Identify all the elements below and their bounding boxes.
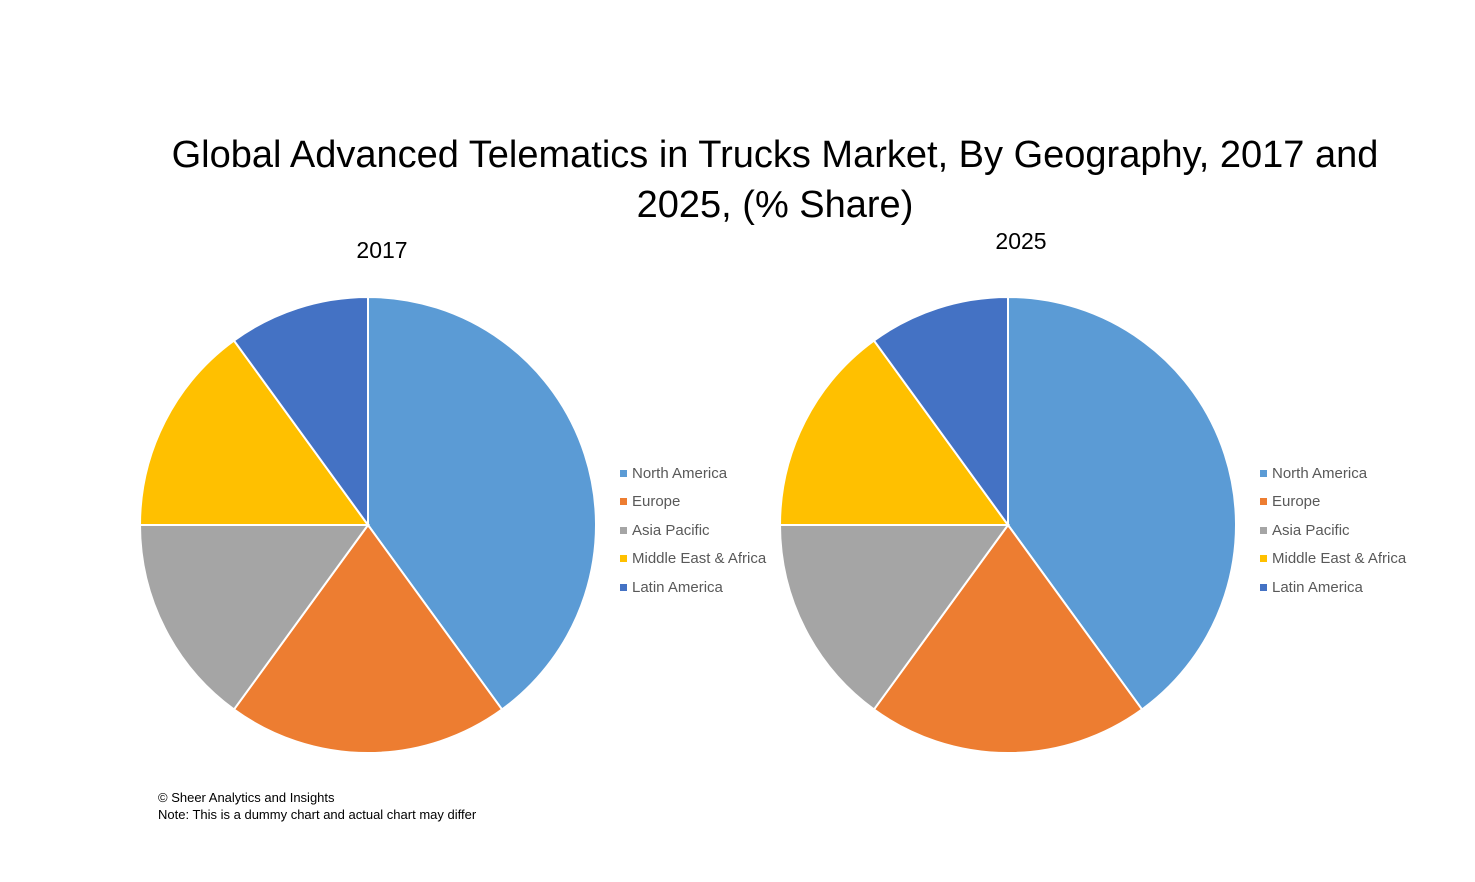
legend-item-europe: Europe <box>620 488 766 517</box>
pie-title-2017: 2017 <box>356 237 408 263</box>
pie-slice-north-america <box>1007 295 1237 711</box>
legend-swatch <box>1260 555 1267 563</box>
legend-label: Europe <box>632 493 681 511</box>
legend-label: North America <box>1272 464 1368 482</box>
legend-swatch <box>1260 526 1267 534</box>
legend-swatch <box>620 498 627 506</box>
legend-item-europe: Europe <box>1260 488 1406 517</box>
legend-label: Middle East & Africa <box>1272 550 1407 568</box>
pie-slice-asia-pacific <box>138 524 370 711</box>
footer: © Sheer Analytics and Insights Note: Thi… <box>158 789 476 823</box>
legend-label: Asia Pacific <box>1272 521 1350 539</box>
legend-swatch <box>620 583 627 591</box>
legend-label: Latin America <box>1272 578 1363 596</box>
pie-title-2025: 2025 <box>995 228 1047 254</box>
pie-slice-north-america <box>367 295 597 711</box>
legend-2017: North America Europe Asia Pacific Middle Ea… <box>620 459 766 602</box>
pie-slice-europe <box>872 523 1144 754</box>
legend-swatch <box>620 555 627 563</box>
legend-item-north-america: North America <box>1260 459 1406 488</box>
legend-label: Middle East & Africa <box>632 550 767 568</box>
legend-swatch <box>620 469 627 477</box>
legend-item-latin-america: Latin America <box>1260 573 1406 602</box>
legend-2025: North America Europe Asia Pacific Middle Ea… <box>1260 459 1406 602</box>
legend-swatch <box>1260 583 1267 591</box>
copyright-text: © Sheer Analytics and Insights <box>158 790 335 805</box>
legend-swatch <box>1260 498 1267 506</box>
legend-label: North America <box>632 464 728 482</box>
legend-item-north-america: North America <box>620 459 766 488</box>
legend-item-asia-pacific: Asia Pacific <box>1260 516 1406 545</box>
disclaimer-note: Note: This is a dummy chart and actual c… <box>158 807 477 822</box>
legend-item-middle-east-and-africa: Middle East & Africa <box>620 545 766 574</box>
pie-slice-latin-america <box>232 295 369 529</box>
legend-label: Latin America <box>632 578 723 596</box>
chart-title: Global Advanced Telematics in Trucks Mar… <box>171 134 1379 226</box>
legend-swatch <box>620 526 627 534</box>
legend-item-latin-america: Latin America <box>620 573 766 602</box>
pie-chart-2017 <box>138 295 597 754</box>
pie-slice-latin-america <box>872 295 1009 529</box>
pie-slice-europe <box>232 523 504 754</box>
pie-slice-middle-east-and-africa <box>778 339 1010 526</box>
pie-chart-2025 <box>778 295 1237 754</box>
pie-slice-asia-pacific <box>778 524 1010 711</box>
pie-slice-middle-east-and-africa <box>138 339 370 526</box>
legend-swatch <box>1260 469 1267 477</box>
legend-label: Europe <box>1272 493 1321 511</box>
legend-item-middle-east-and-africa: Middle East & Africa <box>1260 545 1406 574</box>
legend-item-asia-pacific: Asia Pacific <box>620 516 766 545</box>
legend-label: Asia Pacific <box>632 521 710 539</box>
